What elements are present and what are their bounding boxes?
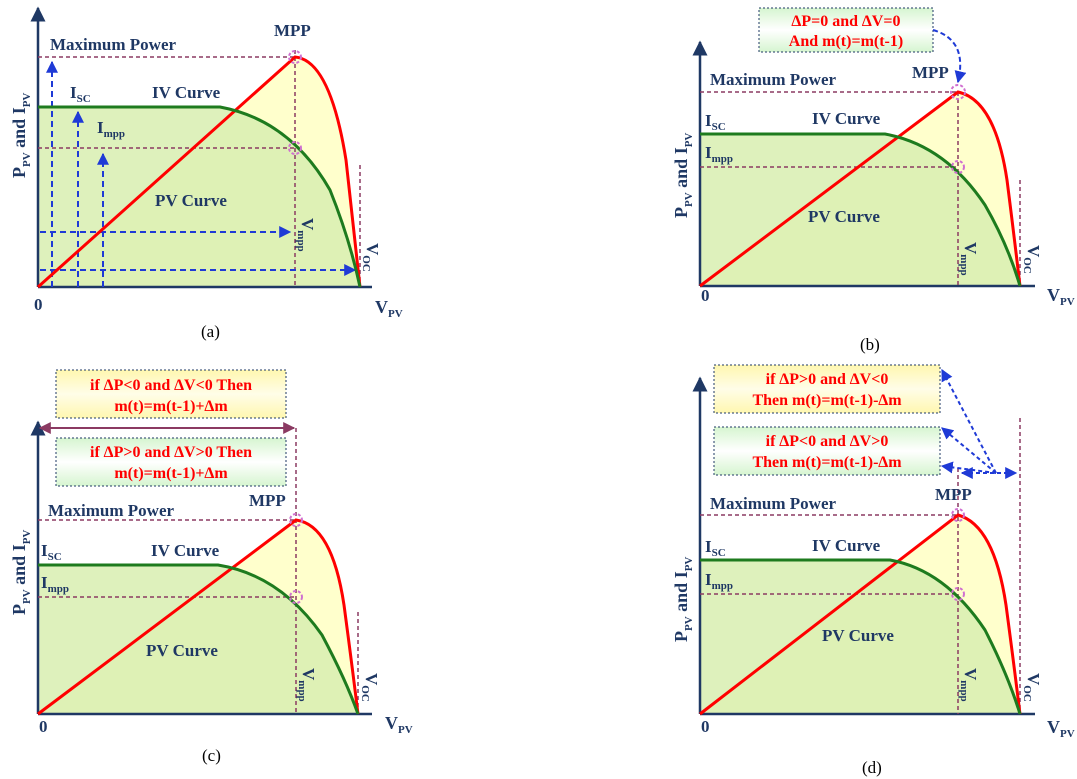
- condition-arrow: [932, 29, 967, 84]
- isc-label: ISC: [41, 541, 62, 563]
- pv-curve-label: PV Curve: [808, 207, 880, 226]
- condition-box-2: [55, 437, 287, 487]
- mpp-marker: [288, 50, 302, 64]
- measurement-arrows: [40, 60, 357, 287]
- iv-area-fill: [700, 560, 1020, 714]
- pv-curve-label: PV Curve: [822, 626, 894, 645]
- mpp-label: MPP: [935, 485, 972, 504]
- y-axis-label: PPV and IPV: [671, 133, 695, 218]
- iv-curve-label: IV Curve: [812, 536, 881, 555]
- condition-2-line-1: if ∆P<0 and ∆V>0: [766, 433, 889, 450]
- origin-label: 0: [34, 295, 43, 314]
- condition-box: [758, 7, 934, 53]
- condition-line-1: ∆P=0 and ∆V=0: [792, 13, 901, 30]
- iv-curve-label: IV Curve: [152, 83, 221, 102]
- vmpp-label: Vmpp: [958, 668, 980, 702]
- iv-area-fill: [38, 565, 358, 714]
- x-axis-label: VPV: [1047, 285, 1075, 308]
- origin-label: 0: [39, 717, 48, 736]
- voc-label: VOC: [1021, 673, 1043, 702]
- iv-curve-line: [700, 558, 1022, 715]
- pv-curve-line: [699, 90, 1022, 288]
- pv-curve-label: PV Curve: [155, 191, 227, 210]
- mpp-marker: [289, 513, 303, 527]
- impp-label: Impp: [41, 573, 69, 595]
- iv-curve-line: [700, 132, 1022, 287]
- pv-curve-line: [699, 513, 1022, 716]
- panel-a: PPV and IPV VPV 0 Maximum Power MPP IV C…: [9, 6, 403, 341]
- isc-label: ISC: [70, 83, 91, 105]
- impp-label: Impp: [97, 118, 125, 140]
- origin-label: 0: [701, 717, 710, 736]
- impp-marker: [289, 590, 303, 604]
- x-axis-label: VPV: [375, 297, 403, 320]
- pv-curve-line: [37, 518, 360, 716]
- impp-marker: [951, 587, 965, 601]
- vmpp-label: Vmpp: [295, 218, 317, 252]
- condition-2-line-2: m(t)=m(t-1)+∆m: [114, 465, 228, 482]
- mpp-marker: [951, 508, 965, 522]
- origin-label: 0: [701, 286, 710, 305]
- iv-curve-label: IV Curve: [812, 109, 881, 128]
- x-axis-label: VPV: [385, 713, 413, 736]
- condition-line-2: And m(t)=m(t-1): [789, 33, 903, 50]
- vmpp-label: Vmpp: [296, 668, 318, 702]
- iv-curve-label: IV Curve: [151, 541, 220, 560]
- iv-curve-line: [38, 563, 360, 715]
- panel-caption: (c): [202, 746, 221, 765]
- max-power-label: Maximum Power: [50, 35, 177, 54]
- panel-d: if ∆P>0 and ∆V<0 Then m(t)=m(t-1)-∆m if …: [671, 364, 1075, 777]
- mpp-label: MPP: [274, 21, 311, 40]
- condition-1-line-1: if ∆P<0 and ∆V<0 Then: [90, 377, 252, 394]
- isc-label: ISC: [705, 537, 726, 559]
- panel-caption: (d): [862, 758, 882, 777]
- condition-box-1: [713, 364, 941, 414]
- impp-label: Impp: [705, 570, 733, 592]
- x-axis-label: VPV: [1047, 717, 1075, 740]
- pv-curve-line: [36, 55, 362, 289]
- max-power-label: Maximum Power: [710, 70, 837, 89]
- voc-label: VOC: [1021, 245, 1043, 274]
- y-axis-label: PPV and IPV: [9, 93, 33, 178]
- condition-2-line-2: Then m(t)=m(t-1)-∆m: [752, 454, 902, 471]
- iv-area-fill: [38, 107, 360, 287]
- mpp-label: MPP: [249, 491, 286, 510]
- y-axis-label: PPV and IPV: [9, 530, 33, 615]
- iv-area-fill: [700, 134, 1020, 286]
- panel-caption: (a): [201, 322, 220, 341]
- panel-caption: (b): [860, 335, 880, 354]
- condition-1-line-2: Then m(t)=m(t-1)-∆m: [752, 392, 902, 409]
- condition-box-2: [713, 426, 941, 476]
- mpp-marker: [950, 84, 966, 100]
- condition-1-line-2: m(t)=m(t-1)+∆m: [114, 398, 228, 415]
- voc-label: VOC: [359, 673, 381, 702]
- impp-label: Impp: [705, 143, 733, 165]
- pv-curve-label: PV Curve: [146, 641, 218, 660]
- max-power-label: Maximum Power: [710, 494, 837, 513]
- condition-1-line-1: if ∆P>0 and ∆V<0: [766, 371, 889, 388]
- mpp-label: MPP: [912, 63, 949, 82]
- voc-label: VOC: [360, 243, 382, 272]
- y-axis-label: PPV and IPV: [671, 557, 695, 642]
- panel-c: if ∆P<0 and ∆V<0 Then m(t)=m(t-1)+∆m if …: [9, 369, 413, 765]
- panel-b: ∆P=0 and ∆V=0 And m(t)=m(t-1) PPV and IP…: [671, 7, 1075, 354]
- impp-marker: [951, 160, 965, 174]
- max-power-label: Maximum Power: [48, 501, 175, 520]
- iv-curve-line: [38, 105, 362, 288]
- condition-pointer-arrows: [940, 368, 997, 474]
- impp-marker: [288, 141, 302, 155]
- condition-2-line-1: if ∆P>0 and ∆V>0 Then: [90, 444, 252, 461]
- isc-label: ISC: [705, 111, 726, 133]
- condition-box-1: [55, 369, 287, 419]
- vmpp-label: Vmpp: [958, 242, 980, 276]
